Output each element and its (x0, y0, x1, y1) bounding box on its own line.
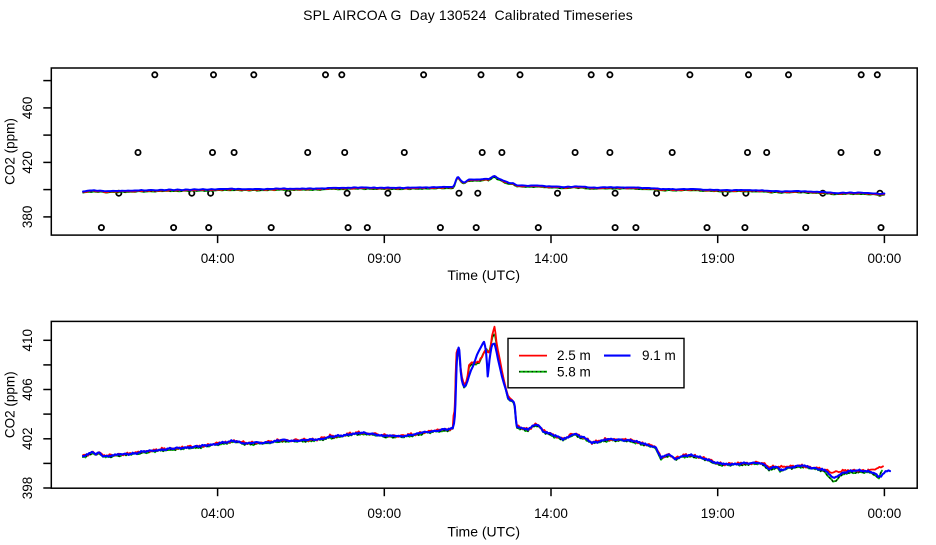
svg-text:19:00: 19:00 (701, 251, 735, 266)
svg-text:398: 398 (20, 477, 35, 500)
svg-text:410: 410 (20, 329, 35, 352)
svg-text:Time (UTC): Time (UTC) (447, 523, 520, 539)
svg-text:5.8 m: 5.8 m (557, 364, 591, 379)
svg-text:00:00: 00:00 (868, 506, 902, 521)
svg-text:420: 420 (20, 151, 35, 174)
svg-text:SPL AIRCOA G Day 130524 Cali: SPL AIRCOA G Day 130524 Calibrated Times… (303, 7, 633, 23)
svg-text:Time (UTC): Time (UTC) (447, 267, 520, 283)
svg-text:402: 402 (20, 427, 35, 450)
svg-text:14:00: 14:00 (534, 506, 568, 521)
svg-text:00:00: 00:00 (868, 251, 902, 266)
svg-text:CO2 (ppm): CO2 (ppm) (3, 371, 18, 438)
svg-text:19:00: 19:00 (701, 506, 735, 521)
svg-text:04:00: 04:00 (201, 506, 235, 521)
svg-text:380: 380 (20, 206, 35, 229)
svg-text:406: 406 (20, 378, 35, 401)
svg-text:14:00: 14:00 (534, 251, 568, 266)
svg-text:CO2 (ppm): CO2 (ppm) (3, 118, 18, 185)
svg-text:09:00: 09:00 (367, 251, 401, 266)
svg-text:2.5 m: 2.5 m (557, 348, 591, 363)
svg-text:460: 460 (20, 97, 35, 120)
svg-text:04:00: 04:00 (201, 251, 235, 266)
svg-text:09:00: 09:00 (367, 506, 401, 521)
svg-text:9.1 m: 9.1 m (642, 348, 676, 363)
